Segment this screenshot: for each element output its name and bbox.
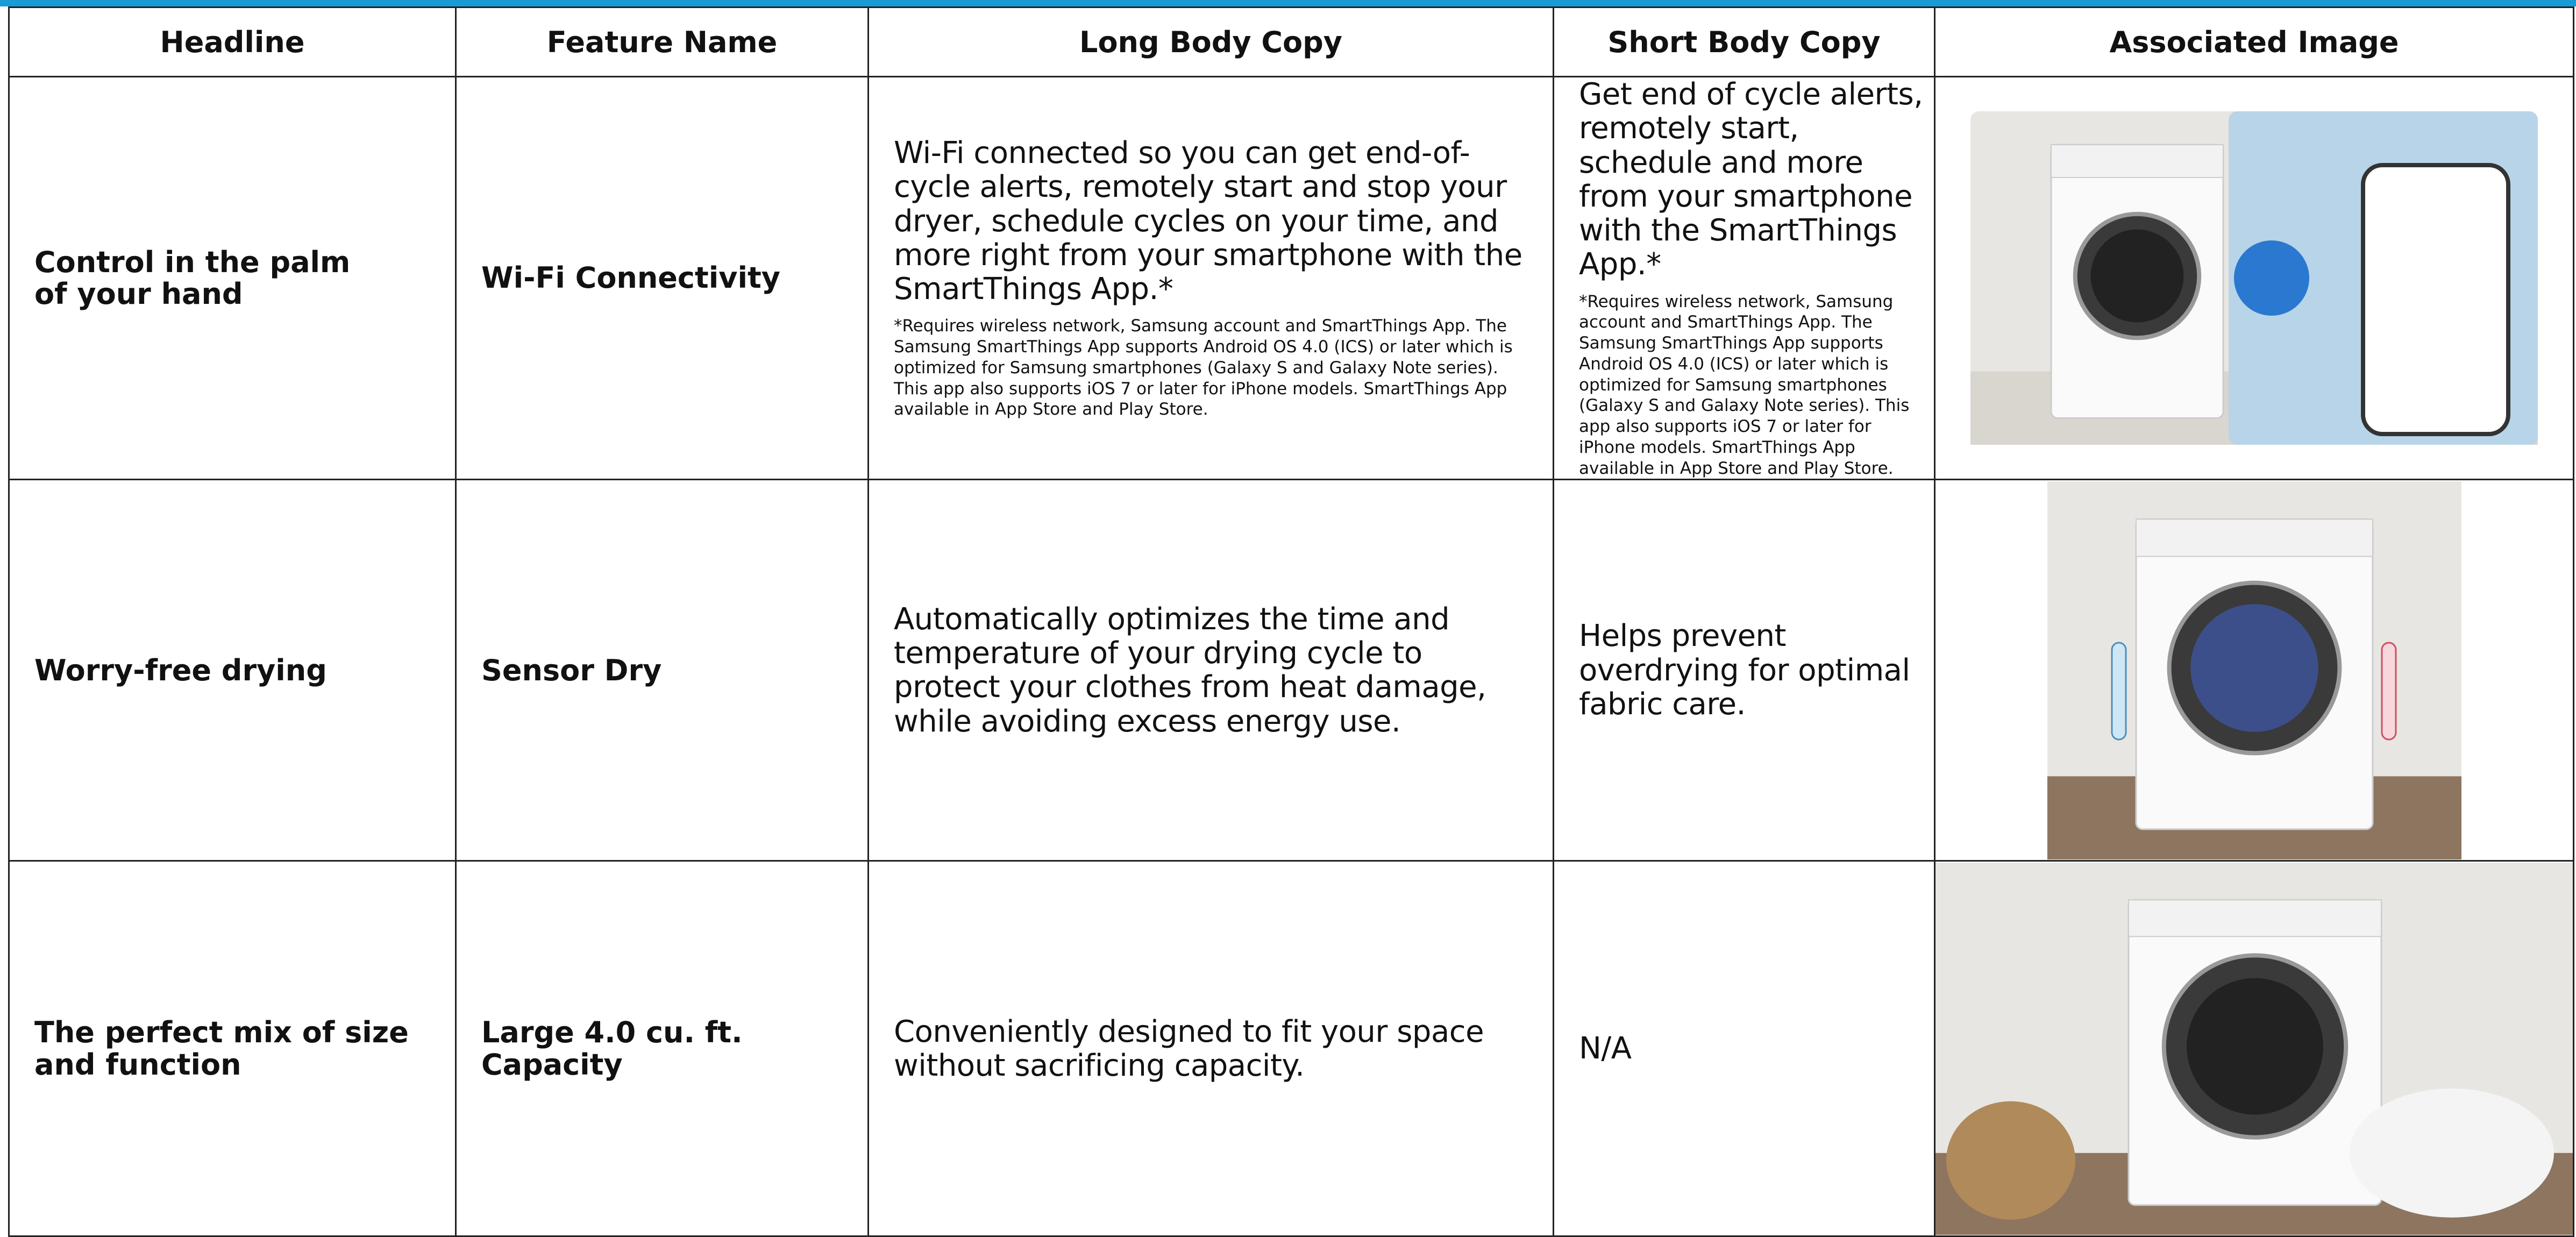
dryer-drum xyxy=(2090,229,2184,323)
towels xyxy=(2350,1088,2554,1218)
long-body: Automatically optimizes the time and tem… xyxy=(894,601,1486,739)
header-cell: Short Body Copy xyxy=(1553,6,1935,77)
headline-line: Control in the palm xyxy=(34,245,351,279)
short-copy-cell: N/A xyxy=(1553,860,1935,1237)
table-row: Control in the palm of your hand Wi-Fi Con… xyxy=(8,75,2574,481)
thermometer xyxy=(2381,642,2396,741)
dryer-panel xyxy=(2135,518,2373,557)
headline-line: of your hand xyxy=(34,277,243,311)
headline-cell: Worry-free drying xyxy=(8,479,457,862)
feature-cell: Sensor Dry xyxy=(455,479,869,862)
short-body: Helps prevent overdrying for optimal fab… xyxy=(1579,618,1910,722)
short-body: Get end of cycle alerts, remotely start,… xyxy=(1579,77,1923,282)
long-copy-cell: Conveniently designed to fit your space … xyxy=(867,860,1554,1237)
header-cell: Headline xyxy=(8,6,457,77)
product-image xyxy=(2047,481,2461,859)
short-body: N/A xyxy=(1579,1031,1632,1067)
feature-name: Sensor Dry xyxy=(481,653,662,687)
image-cell xyxy=(1934,75,2574,481)
headline-line: Worry-free drying xyxy=(34,653,327,687)
footnote: *Requires wireless network, Samsung acco… xyxy=(894,316,1513,420)
top-bar xyxy=(0,0,2576,6)
short-copy-cell: Get end of cycle alerts, remotely start,… xyxy=(1553,75,1935,481)
table-body: Control in the palm of your hand Wi-Fi Con… xyxy=(8,75,2574,1237)
image-cell xyxy=(1934,860,2574,1237)
headline-cell: Control in the palm of your hand xyxy=(8,75,457,481)
wifi-badge xyxy=(2234,240,2309,316)
long-body: Wi-Fi connected so you can get end-of-cy… xyxy=(894,136,1522,307)
header-cell: Long Body Copy xyxy=(867,6,1554,77)
product-image xyxy=(1970,111,2538,445)
headline-cell: The perfect mix of size and function xyxy=(8,860,457,1237)
dryer-drum xyxy=(2190,604,2318,732)
header-cell: Associated Image xyxy=(1934,6,2574,77)
dryer-drum xyxy=(2187,978,2323,1115)
long-copy-cell: Automatically optimizes the time and tem… xyxy=(867,479,1554,862)
long-copy-cell: Wi-Fi connected so you can get end-of-cy… xyxy=(867,75,1554,481)
header-cell: Feature Name xyxy=(455,6,869,77)
dryer-panel xyxy=(2128,899,2382,937)
dryer-panel xyxy=(2051,144,2224,179)
table-row: The perfect mix of size and function Large… xyxy=(8,860,2574,1237)
long-body: Conveniently designed to fit your space … xyxy=(894,1014,1484,1083)
short-copy-cell: Helps prevent overdrying for optimal fab… xyxy=(1553,479,1935,862)
table-row: Worry-free drying Sensor Dry Automatically… xyxy=(8,479,2574,862)
feature-table: Headline Feature Name Long Body Copy Short … xyxy=(8,6,2574,1237)
header-row: Headline Feature Name Long Body Copy Short … xyxy=(8,6,2574,77)
image-cell xyxy=(1934,479,2574,862)
headline-line: and function xyxy=(34,1047,241,1082)
feature-cell: Large 4.0 cu. ft. Capacity xyxy=(455,860,869,1237)
feature-cell: Wi-Fi Connectivity xyxy=(455,75,869,481)
headline-line: The perfect mix of size xyxy=(34,1015,409,1050)
basket xyxy=(1946,1101,2075,1220)
product-image xyxy=(1936,862,2572,1235)
feature-name: Large 4.0 cu. ft. Capacity xyxy=(481,1015,743,1082)
phone xyxy=(2361,163,2510,437)
feature-name: Wi-Fi Connectivity xyxy=(481,261,780,295)
thermometer xyxy=(2111,642,2126,741)
footnote: *Requires wireless network, Samsung acco… xyxy=(1579,292,1910,478)
